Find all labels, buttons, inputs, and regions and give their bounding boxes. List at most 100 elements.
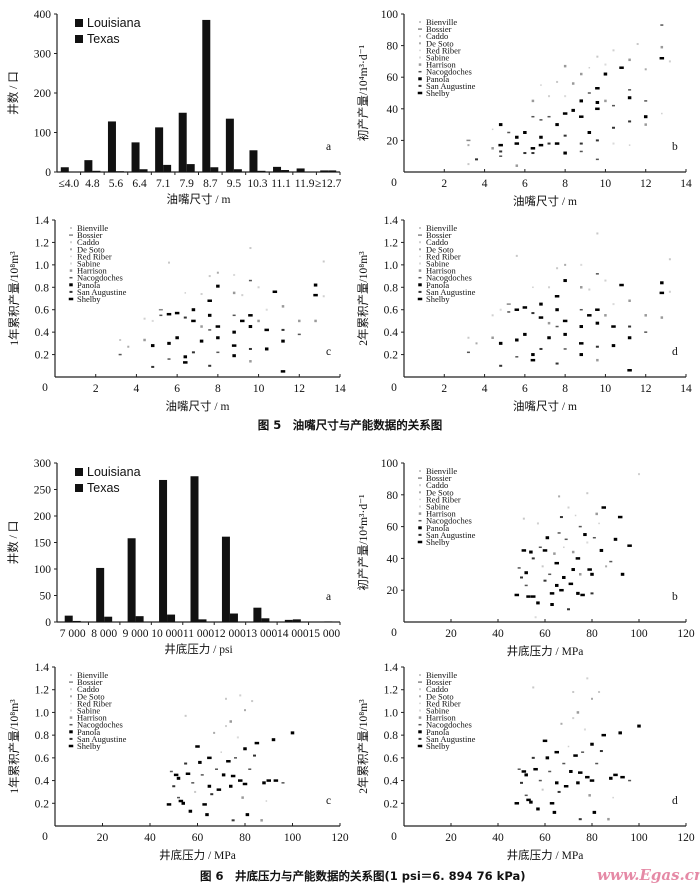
y-tick-label: 1.0	[384, 707, 399, 719]
bar-texas	[328, 170, 337, 172]
point-panola	[188, 809, 193, 813]
point-bienville	[668, 258, 671, 261]
point-panola	[498, 123, 503, 127]
x-tick-label: 7.9	[180, 178, 195, 190]
point-bienville	[586, 492, 589, 495]
y-tick-label: 1.4	[35, 215, 50, 227]
point-shelby	[619, 66, 624, 69]
x-tick-label: 6	[522, 178, 528, 190]
x-tick-label: 40	[492, 832, 504, 844]
legend-label-louisiana: Louisiana	[87, 16, 141, 30]
point-shelby	[595, 308, 600, 311]
point-shelby	[226, 760, 231, 763]
point-bossier	[506, 303, 511, 305]
point-harrison	[596, 358, 599, 362]
point-nacogdoches	[524, 794, 528, 797]
point-red-riber	[567, 745, 570, 748]
bar-texas	[257, 170, 266, 172]
bar-louisiana	[253, 607, 262, 622]
legend-marker	[418, 730, 422, 734]
point-shelby	[585, 775, 590, 779]
y-axis-title: 2年累积产量/10⁸m³	[356, 699, 370, 794]
x-tick-label: 4	[482, 383, 488, 395]
y-tick-label: 0.4	[35, 776, 50, 788]
point-nacogdoches	[169, 770, 173, 773]
x-tick-label: 40	[492, 628, 504, 640]
point-shelby	[542, 549, 548, 552]
point-caddo	[604, 279, 607, 282]
point-caddo	[143, 317, 146, 320]
point-harrison	[491, 147, 494, 150]
legend-label: Nacogdoches	[77, 273, 123, 283]
legend-label: Sabine	[426, 259, 449, 269]
point-panola	[198, 760, 202, 764]
x-tick-label: 2	[441, 383, 447, 395]
legend-label: De Soto	[426, 487, 454, 497]
x-tick-label: ≤4.0	[58, 178, 79, 190]
point-bienville	[168, 261, 170, 264]
legend-marker	[419, 56, 421, 59]
point-san-augustine	[231, 819, 235, 822]
point-panola	[539, 302, 543, 306]
point-nacogdoches	[595, 273, 599, 275]
panel-label: b	[672, 141, 678, 153]
point-shelby	[238, 779, 243, 782]
legend-marker	[417, 540, 423, 544]
x-tick-label: 10	[253, 383, 265, 395]
point-nacogdoches	[248, 279, 252, 282]
point-shelby	[531, 595, 536, 598]
y-tick-label: 0.8	[35, 730, 50, 742]
point-shelby	[242, 782, 248, 786]
y-tick-label: 0.4	[35, 327, 50, 339]
point-harrison	[563, 64, 567, 68]
point-red-riber	[265, 800, 268, 802]
point-harrison	[579, 573, 582, 576]
legend-label: Bienville	[426, 670, 457, 680]
bar-louisiana	[64, 615, 73, 622]
point-caddo	[612, 49, 615, 52]
x-tick-label: 20	[97, 832, 109, 844]
point-panola	[313, 283, 318, 287]
x-tick-label: 6	[522, 383, 528, 395]
point-shelby	[530, 147, 536, 150]
point-shelby	[580, 593, 585, 597]
legend-marker	[70, 262, 72, 265]
point-shelby	[254, 741, 260, 745]
x-tick-label: 12	[640, 383, 652, 395]
x-tick-label: 60	[192, 832, 204, 844]
x-tick-label: 15 000	[308, 628, 340, 640]
y-tick-label: 0.4	[384, 776, 399, 788]
legend-label: Bienville	[77, 670, 108, 680]
x-tick-label: 10 000	[151, 628, 183, 640]
point-harrison	[660, 45, 664, 49]
point-san-augustine	[611, 126, 615, 129]
legend-label: Red Riber	[426, 494, 461, 504]
x-tick-label: 14	[334, 383, 346, 395]
point-nacogdoches	[579, 150, 583, 153]
legend-label: Red Riber	[426, 251, 461, 261]
point-harrison	[143, 338, 146, 342]
point-nacogdoches	[609, 560, 613, 563]
x-tick-label: 8	[562, 383, 568, 395]
y-tick-label: 60	[387, 72, 399, 84]
x-axis-title: 油嘴尺寸 / m	[167, 192, 231, 206]
legend-marker	[418, 512, 422, 515]
legend-marker	[69, 290, 73, 293]
point-shelby	[587, 314, 592, 317]
y-axis-title: 井数 / 口	[6, 521, 20, 564]
point-san-augustine	[547, 142, 551, 145]
legend-marker	[69, 269, 73, 272]
x-tick-label: 8 000	[91, 628, 117, 640]
point-de-soto	[216, 271, 219, 274]
bar-louisiana	[84, 160, 93, 172]
legend-marker	[419, 674, 421, 676]
legend-marker	[69, 730, 73, 734]
point-panola	[571, 108, 575, 112]
x-tick-label: 6	[174, 383, 180, 395]
point-shelby	[587, 568, 592, 571]
point-shelby	[613, 773, 618, 777]
point-shelby	[562, 112, 568, 115]
x-axis-title: 油嘴尺寸 / m	[513, 194, 577, 208]
x-tick-label: 2	[441, 178, 447, 190]
y-tick-label: 0.6	[384, 753, 399, 765]
